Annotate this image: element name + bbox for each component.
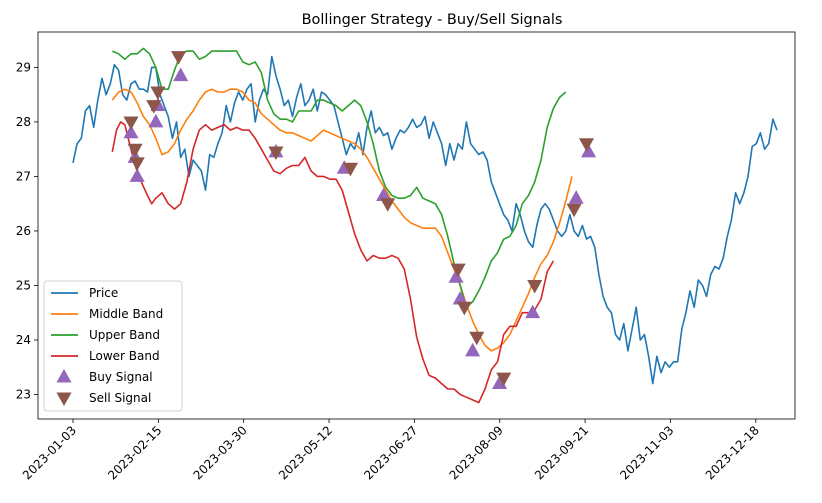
sell-signal-marker <box>578 138 595 152</box>
buy-signal-marker <box>568 190 584 204</box>
buy-signal-marker <box>465 342 481 357</box>
x-tick-label: 2023-05-12 <box>276 423 335 482</box>
legend-label: Middle Band <box>89 307 163 321</box>
sell-signal-marker <box>146 100 162 114</box>
legend: Price Middle Band Upper Band Lower Band Buy … <box>43 280 183 412</box>
sell-signal-marker <box>123 116 139 130</box>
buy-signal-marker <box>148 113 164 128</box>
buy-signal-marker <box>448 269 464 283</box>
x-axis: 2023-01-03 2023-02-15 2023-03-30 2023-05-12… <box>20 419 762 482</box>
y-tick-label: 24 <box>16 333 31 347</box>
legend-box <box>43 280 183 412</box>
legend-label: Sell Signal <box>89 391 151 405</box>
sell-signal-marker <box>171 51 187 65</box>
sell-signal-marker <box>469 331 485 346</box>
buy-signal-marker <box>129 168 145 182</box>
x-tick-label: 2023-03-30 <box>191 423 250 482</box>
plot-area <box>72 47 778 404</box>
x-tick-label: 2023-06-27 <box>361 423 420 482</box>
series-line-upper-band <box>111 47 567 309</box>
legend-swatch <box>56 392 72 407</box>
sell-signal-marker <box>127 143 143 158</box>
y-axis: 23 24 25 26 27 28 29 <box>16 60 38 401</box>
sell-signal-marker <box>456 301 472 316</box>
legend-label: Lower Band <box>89 349 160 363</box>
sell-signal-marker <box>496 372 512 387</box>
x-tick-label: 2023-12-18 <box>703 423 762 482</box>
buy-signal-marker <box>376 187 392 201</box>
series-line-lower-band <box>111 121 555 404</box>
series-line-price <box>72 55 778 385</box>
y-tick-label: 23 <box>16 387 31 401</box>
sell-signal-marker <box>150 86 166 101</box>
sell-signal-marker <box>527 279 543 294</box>
y-tick-label: 29 <box>16 60 31 74</box>
legend-label: Buy Signal <box>89 370 153 384</box>
x-tick-label: 2023-01-03 <box>20 423 79 482</box>
buy-signal-marker <box>581 143 597 158</box>
legend-swatch <box>56 368 72 383</box>
y-tick-label: 25 <box>16 278 31 292</box>
legend-label: Price <box>89 286 118 300</box>
sell-signal-marker <box>450 263 466 278</box>
y-tick-label: 27 <box>16 169 31 183</box>
buy-signal-marker <box>452 291 468 305</box>
chart-title: Bollinger Strategy - Buy/Sell Signals <box>302 12 563 28</box>
sell-signal-marker <box>566 203 582 218</box>
buy-signal-marker <box>123 124 139 139</box>
sell-signal-marker <box>129 157 145 171</box>
buy-signal-marker <box>525 304 541 319</box>
x-tick-label: 2023-02-15 <box>105 423 164 482</box>
series-line-middle-band <box>111 88 573 352</box>
x-tick-label: 2023-11-03 <box>617 423 676 482</box>
y-tick-label: 28 <box>16 115 31 129</box>
y-tick-label: 26 <box>16 224 31 238</box>
plot-frame <box>37 31 796 420</box>
buy-signal-marker <box>173 67 189 82</box>
x-tick-label: 2023-08-09 <box>447 423 506 482</box>
buy-signal-marker <box>492 375 508 390</box>
sell-signal-marker <box>342 162 358 177</box>
sell-signal-marker <box>380 198 396 212</box>
sell-signal-marker <box>268 146 284 160</box>
x-tick-label: 2023-09-21 <box>532 423 591 482</box>
legend-label: Upper Band <box>89 328 160 342</box>
